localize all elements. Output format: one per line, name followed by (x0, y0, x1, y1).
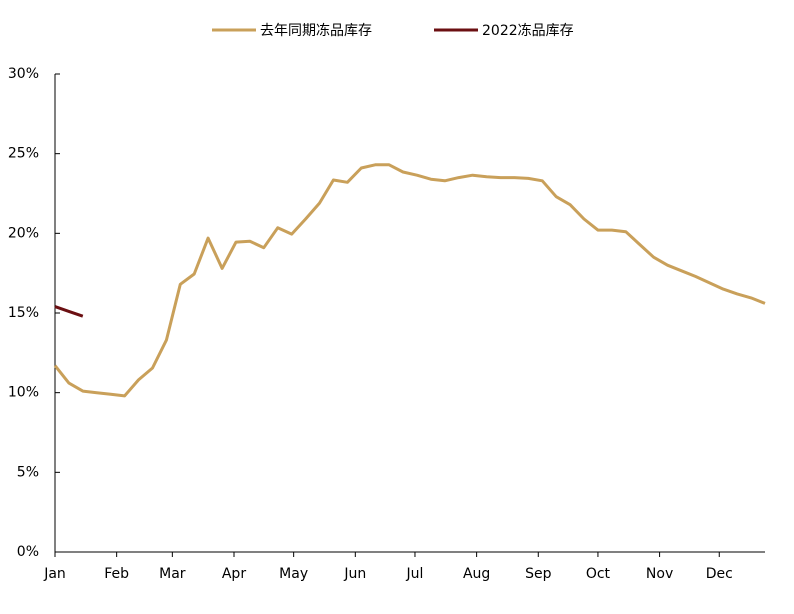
x-tick-label: Mar (159, 566, 186, 582)
series-line (54, 305, 84, 318)
y-tick-label: 20% (8, 225, 39, 241)
y-tick-label: 0% (17, 544, 39, 560)
x-tick-label: Feb (104, 566, 129, 582)
x-tick-label: Jan (43, 566, 66, 582)
y-tick-label: 15% (8, 305, 39, 321)
legend-label: 去年同期冻品库存 (260, 22, 372, 39)
x-tick-label: May (279, 566, 308, 582)
x-tick-label: Jun (343, 566, 366, 582)
y-tick-label: 25% (8, 146, 39, 162)
y-tick-label: 10% (8, 385, 39, 401)
y-tick-label: 30% (8, 66, 39, 82)
series-line (53, 163, 766, 398)
x-tick-label: Sep (525, 566, 552, 582)
x-tick-label: Oct (586, 566, 611, 582)
x-tick-label: Jul (406, 566, 424, 582)
y-tick-label: 5% (17, 464, 39, 480)
x-tick-label: Apr (222, 566, 246, 582)
legend-label: 2022冻品库存 (482, 22, 574, 39)
x-tick-label: Dec (706, 566, 733, 582)
x-tick-label: Aug (463, 566, 490, 582)
x-tick-label: Nov (646, 566, 673, 582)
